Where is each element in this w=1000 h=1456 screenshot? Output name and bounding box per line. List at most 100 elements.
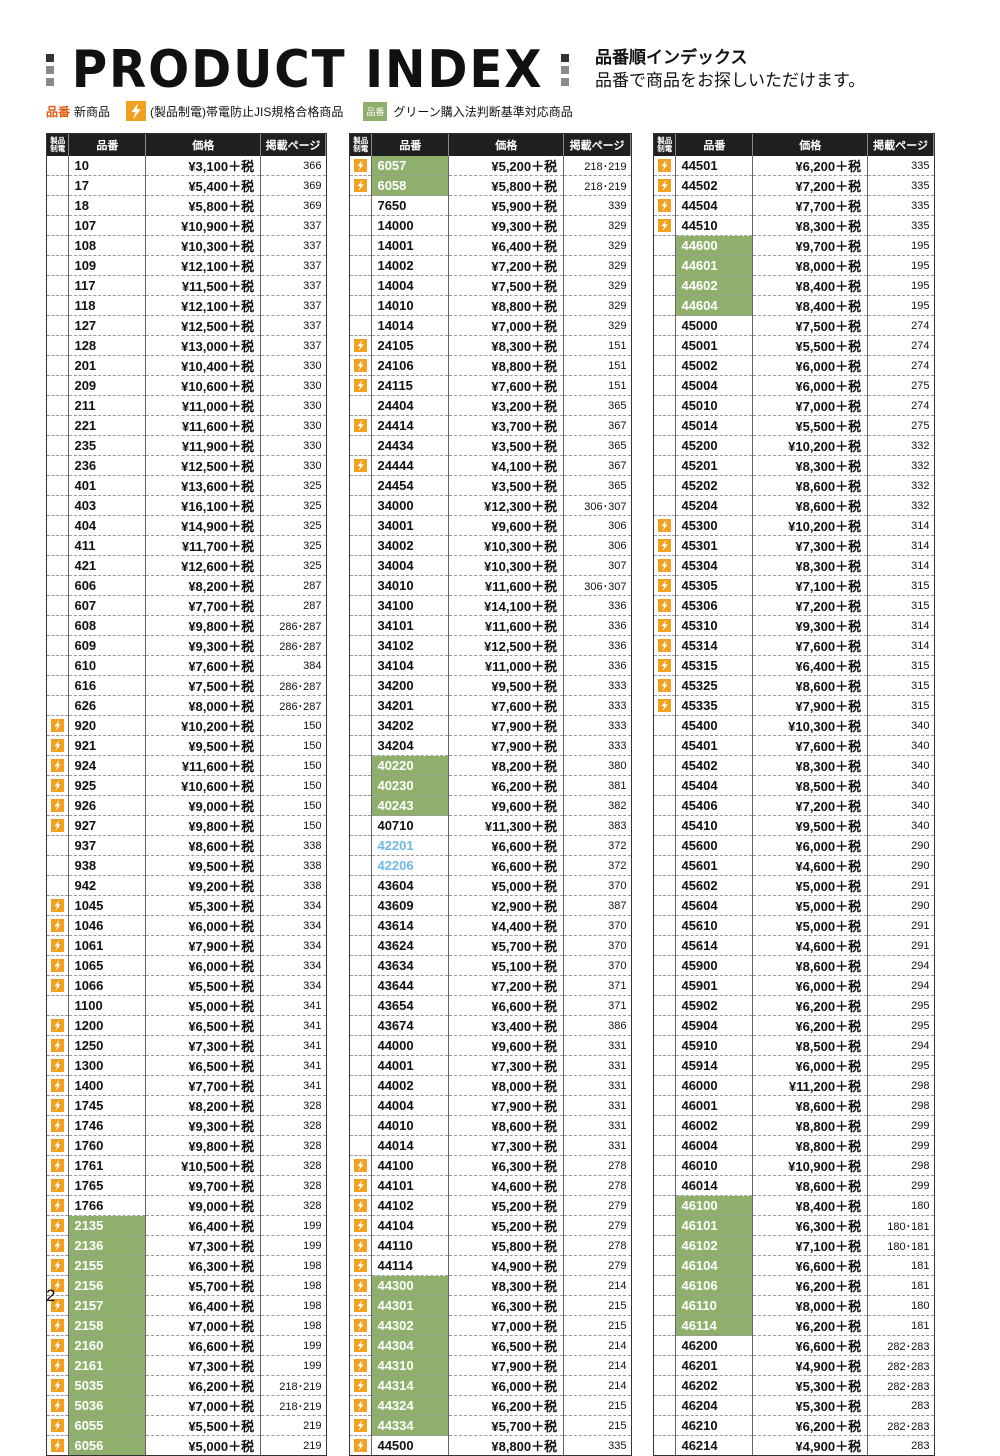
antistatic-cell	[654, 455, 677, 476]
antistatic-cell	[350, 1295, 373, 1316]
table-row: 44000 ¥9,600＋税 331	[350, 1035, 631, 1056]
product-code: 45304	[675, 555, 754, 576]
product-page: 337	[303, 259, 322, 272]
product-code: 45204	[675, 495, 754, 516]
product-page: 370	[608, 879, 627, 892]
product-page: 386	[608, 1019, 627, 1032]
table-row: 46202 ¥5,300＋税 282･283	[654, 1375, 934, 1396]
bolt-icon	[354, 1418, 368, 1432]
table-row: 43624 ¥5,700＋税 370	[350, 935, 631, 956]
product-page: 365	[608, 399, 627, 412]
product-code: 43644	[371, 975, 450, 996]
antistatic-cell	[654, 695, 677, 716]
table-row: 1066 ¥5,500＋税 334	[47, 975, 326, 996]
table-row: 6056 ¥5,000＋税 219	[47, 1435, 326, 1455]
product-code: 924	[68, 755, 147, 776]
product-page: 331	[608, 1039, 627, 1052]
antistatic-cell	[47, 315, 70, 336]
product-price: ¥10,200＋税	[145, 715, 262, 736]
bolt-icon	[354, 1378, 368, 1392]
antistatic-cell	[654, 1235, 677, 1256]
table-row: 1200 ¥6,500＋税 341	[47, 1015, 326, 1036]
product-code: 43609	[371, 895, 450, 916]
product-price: ¥7,200＋税	[752, 795, 869, 816]
table-row: 2161 ¥7,300＋税 199	[47, 1355, 326, 1376]
table-row: 1760 ¥9,800＋税 328	[47, 1135, 326, 1156]
product-code: 44001	[371, 1055, 450, 1076]
product-price: ¥4,600＋税	[752, 935, 869, 956]
product-page: 328	[303, 1199, 322, 1212]
product-price: ¥8,000＋税	[448, 1075, 565, 1096]
product-price: ¥3,100＋税	[145, 156, 262, 176]
product-code: 1746	[68, 1115, 147, 1136]
product-code: 235	[68, 435, 147, 456]
product-price: ¥4,900＋税	[752, 1355, 869, 1376]
product-page: 328	[303, 1159, 322, 1172]
product-price: ¥13,000＋税	[145, 335, 262, 356]
product-page: 339	[608, 199, 627, 212]
table-row: 34001 ¥9,600＋税 306	[350, 515, 631, 536]
product-price: ¥6,400＋税	[145, 1295, 262, 1316]
product-code: 34001	[371, 515, 450, 536]
antistatic-cell	[47, 295, 70, 316]
antistatic-cell	[654, 1055, 677, 1076]
antistatic-cell	[47, 735, 70, 756]
antistatic-cell	[654, 1415, 677, 1436]
product-price: ¥7,300＋税	[145, 1235, 262, 1256]
antistatic-cell	[350, 295, 373, 316]
table-row: 46004 ¥8,800＋税 299	[654, 1135, 934, 1156]
table-row: 46002 ¥8,800＋税 299	[654, 1115, 934, 1136]
table-row: 1100 ¥5,000＋税 341	[47, 995, 326, 1016]
antistatic-cell	[654, 1375, 677, 1396]
table-row: 46014 ¥8,600＋税 299	[654, 1175, 934, 1196]
product-price: ¥5,700＋税	[448, 1415, 565, 1436]
antistatic-cell	[654, 1215, 677, 1236]
table-row: 1061 ¥7,900＋税 334	[47, 935, 326, 956]
table-row: 14000 ¥9,300＋税 329	[350, 215, 631, 236]
table-row: 24454 ¥3,500＋税 365	[350, 475, 631, 496]
table-row: 44100 ¥6,300＋税 278	[350, 1155, 631, 1176]
antistatic-cell	[350, 1235, 373, 1256]
table-row: 44600 ¥9,700＋税 195	[654, 235, 934, 256]
product-price: ¥8,200＋税	[145, 1095, 262, 1116]
bolt-icon	[51, 758, 65, 772]
bolt-icon	[354, 358, 368, 372]
antistatic-cell	[47, 275, 70, 296]
product-price: ¥8,200＋税	[145, 575, 262, 596]
table-row: 44314 ¥6,000＋税 214	[350, 1375, 631, 1396]
product-page: 371	[608, 979, 627, 992]
table-row: 44310 ¥7,900＋税 214	[350, 1355, 631, 1376]
bolt-icon	[354, 1218, 368, 1232]
product-price: ¥6,300＋税	[448, 1295, 565, 1316]
antistatic-cell	[350, 355, 373, 376]
product-price: ¥9,300＋税	[145, 1115, 262, 1136]
product-page: 331	[608, 1119, 627, 1132]
table-row: 40710 ¥11,300＋税 383	[350, 815, 631, 836]
antistatic-cell	[350, 215, 373, 236]
table-row: 45001 ¥5,500＋税 274	[654, 335, 934, 356]
antistatic-cell	[654, 655, 677, 676]
antistatic-cell	[47, 235, 70, 256]
product-price: ¥5,400＋税	[145, 175, 262, 196]
antistatic-cell	[47, 635, 70, 656]
antistatic-cell	[654, 775, 677, 796]
antistatic-cell	[654, 395, 677, 416]
product-price: ¥5,500＋税	[752, 415, 869, 436]
product-page: 151	[608, 339, 627, 352]
table-row: 14014 ¥7,000＋税 329	[350, 315, 631, 336]
table-row: 45002 ¥6,000＋税 274	[654, 355, 934, 376]
product-price: ¥8,800＋税	[752, 1135, 869, 1156]
table-row: 24444 ¥4,100＋税 367	[350, 455, 631, 476]
product-price: ¥7,600＋税	[448, 375, 565, 396]
table-row: 45601 ¥4,600＋税 290	[654, 855, 934, 876]
antistatic-cell	[350, 375, 373, 396]
antistatic-cell	[654, 875, 677, 896]
antistatic-cell	[47, 695, 70, 716]
product-code: 24115	[371, 375, 450, 396]
table-row: 404 ¥14,900＋税 325	[47, 515, 326, 536]
product-code: 43614	[371, 915, 450, 936]
product-price: ¥9,300＋税	[752, 615, 869, 636]
antistatic-cell	[654, 1275, 677, 1296]
table-row: 45604 ¥5,000＋税 290	[654, 895, 934, 916]
product-price: ¥7,100＋税	[752, 1235, 869, 1256]
